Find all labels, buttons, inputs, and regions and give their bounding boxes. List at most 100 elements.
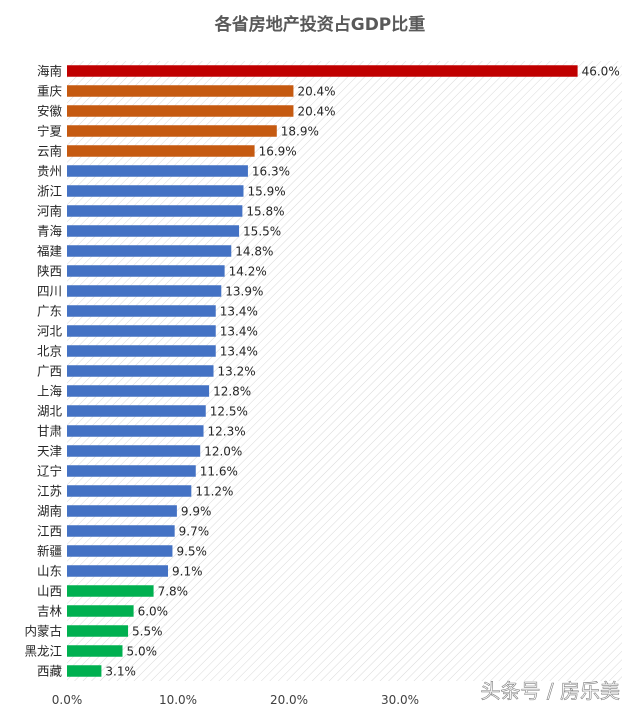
bar [67,605,134,617]
category-label: 广东 [37,304,62,319]
bar [67,325,216,337]
data-label: 18.9% [281,125,319,139]
category-label: 山西 [37,584,62,599]
bar [67,345,216,357]
data-label: 5.5% [132,625,163,639]
data-label: 15.8% [246,205,284,219]
data-label: 13.2% [218,365,256,379]
bar [67,185,244,197]
bar [67,485,192,497]
category-label: 湖北 [37,404,63,419]
data-label: 20.4% [297,85,335,99]
bar [67,385,210,397]
bar [67,305,216,317]
bar [67,405,206,417]
category-label: 云南 [37,144,62,159]
category-label: 湖南 [37,504,62,519]
category-label: 新疆 [37,544,62,559]
data-label: 12.8% [213,385,251,399]
category-label: 内蒙古 [24,624,62,639]
category-label: 吉林 [37,604,63,619]
category-label: 黑龙江 [24,644,62,659]
data-label: 11.6% [200,465,238,479]
bar [67,205,243,217]
data-label: 20.4% [297,105,335,119]
category-label: 江苏 [37,484,62,499]
category-label: 重庆 [37,84,63,99]
category-label: 河南 [37,204,62,219]
data-label: 12.5% [210,405,248,419]
data-label: 13.4% [220,305,258,319]
bar [67,105,294,117]
bar [67,225,240,237]
chart-title: 各省房地产投资占GDP比重 [214,14,426,35]
category-label: 宁夏 [37,124,63,139]
category-label: 四川 [37,284,62,299]
category-label: 安徽 [37,104,63,119]
x-tick-label: 0.0% [52,693,83,707]
data-label: 16.9% [259,145,297,159]
category-label: 福建 [37,244,63,259]
data-label: 9.7% [179,525,210,539]
category-label: 上海 [37,384,63,399]
bar [67,505,177,517]
bar [67,625,129,637]
bar [67,245,232,257]
labels-layer: 海南 46.0% 重庆 20.4% 安徽 20.4% 宁夏 18.9% 云南 16.9% 贵州 16.… [24,64,619,679]
data-label: 5.0% [127,645,158,659]
data-label: 14.2% [229,265,267,279]
data-label: 9.9% [181,505,212,519]
bar [67,545,173,557]
x-tick-label: 10.0% [159,693,197,707]
data-label: 7.8% [158,585,189,599]
data-label: 13.9% [225,285,263,299]
data-label: 46.0% [582,65,620,79]
data-label: 6.0% [138,605,169,619]
category-label: 江西 [37,524,62,539]
data-label: 14.8% [235,245,273,259]
x-axis-ticks: 0.0% 10.0% 20.0% 30.0% [52,693,419,707]
bar [67,265,225,277]
bar [67,425,204,437]
data-label: 16.3% [252,165,290,179]
category-label: 浙江 [37,184,62,199]
category-label: 陕西 [37,264,62,279]
bar [67,445,201,457]
bar [67,65,578,77]
bar [67,565,169,577]
category-label: 青海 [37,224,63,239]
data-label: 13.4% [220,325,258,339]
bar [67,285,222,297]
data-label: 3.1% [105,665,136,679]
data-label: 12.0% [204,445,242,459]
category-label: 山东 [37,564,62,579]
x-tick-label: 20.0% [270,693,308,707]
data-label: 9.1% [172,565,203,579]
category-label: 甘肃 [37,424,62,439]
bar [67,125,277,137]
data-label: 15.9% [247,185,285,199]
bars-layer [67,65,578,677]
data-label: 9.5% [176,545,207,559]
category-label: 北京 [37,344,62,359]
category-label: 广西 [37,364,62,379]
watermark-text: 头条号 / 房乐美 [481,679,620,703]
data-label: 13.4% [220,345,258,359]
bar [67,165,248,177]
x-tick-label: 30.0% [381,693,419,707]
category-label: 西藏 [37,664,63,679]
bar [67,585,154,597]
bar [67,145,255,157]
category-label: 辽宁 [37,464,62,479]
data-label: 15.5% [243,225,281,239]
data-label: 11.2% [195,485,233,499]
bar [67,465,196,477]
category-label: 河北 [37,324,63,339]
bar [67,665,102,677]
bar [67,85,294,97]
category-label: 海南 [37,64,62,79]
data-label: 12.3% [208,425,246,439]
category-label: 贵州 [37,164,62,179]
bar [67,365,214,377]
